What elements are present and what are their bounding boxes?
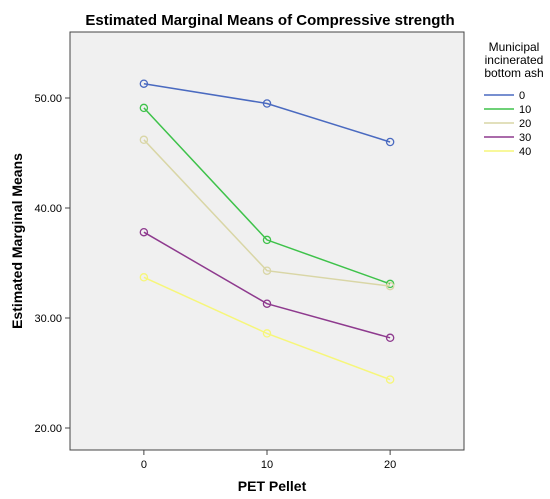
y-axis-label: Estimated Marginal Means xyxy=(9,153,25,329)
series-point-10-0 xyxy=(139,103,149,113)
series-line-0 xyxy=(143,82,391,143)
x-tick-label-0: 0 xyxy=(141,459,147,471)
x-axis-ticks: 0 10 20 xyxy=(141,450,396,471)
x-tick-label-20: 20 xyxy=(384,459,396,471)
chart-title: Estimated Marginal Means of Compressive … xyxy=(85,12,454,29)
legend: Municipal incinerated bottom ash 0 10 20 30… xyxy=(484,40,544,158)
x-tick-label-10: 10 xyxy=(261,459,273,471)
legend-title-line-1: Municipal xyxy=(489,40,540,54)
legend-items: 0 10 20 30 40 xyxy=(484,90,531,158)
series-line-40 xyxy=(143,276,391,381)
series-point-20-20 xyxy=(385,281,395,291)
series-point-40-0 xyxy=(139,273,149,282)
series-point-30-0 xyxy=(139,227,149,237)
legend-label-30: 30 xyxy=(519,132,531,144)
y-tick-label-20: 20.00 xyxy=(34,423,62,435)
series-layer xyxy=(139,79,395,384)
series-point-0-10 xyxy=(262,99,272,108)
legend-label-20: 20 xyxy=(519,118,531,130)
legend-label-10: 10 xyxy=(519,104,531,116)
y-tick-label-50: 50.00 xyxy=(34,93,62,105)
series-line-20 xyxy=(143,139,391,287)
series-point-0-20 xyxy=(385,137,395,147)
series-line-10 xyxy=(143,107,391,285)
series-point-10-10 xyxy=(262,235,272,245)
series-point-0-0 xyxy=(139,79,149,88)
legend-title-line-2: incinerated xyxy=(485,53,544,67)
legend-label-0: 0 xyxy=(519,90,525,102)
series-point-40-20 xyxy=(385,375,395,384)
series-point-40-10 xyxy=(262,329,272,338)
series-point-20-10 xyxy=(262,266,272,275)
y-axis-ticks: 20.00 30.00 40.00 50.00 xyxy=(34,93,70,435)
series-point-30-10 xyxy=(262,299,272,308)
y-tick-label-30: 30.00 xyxy=(34,313,62,325)
series-point-30-20 xyxy=(385,333,395,343)
y-tick-label-40: 40.00 xyxy=(34,203,62,215)
legend-title-line-3: bottom ash xyxy=(484,66,543,80)
x-axis-label: PET Pellet xyxy=(238,478,307,494)
legend-label-40: 40 xyxy=(519,146,531,158)
plot-area xyxy=(69,31,465,451)
series-line-30 xyxy=(143,231,391,339)
series-point-20-0 xyxy=(139,135,149,145)
